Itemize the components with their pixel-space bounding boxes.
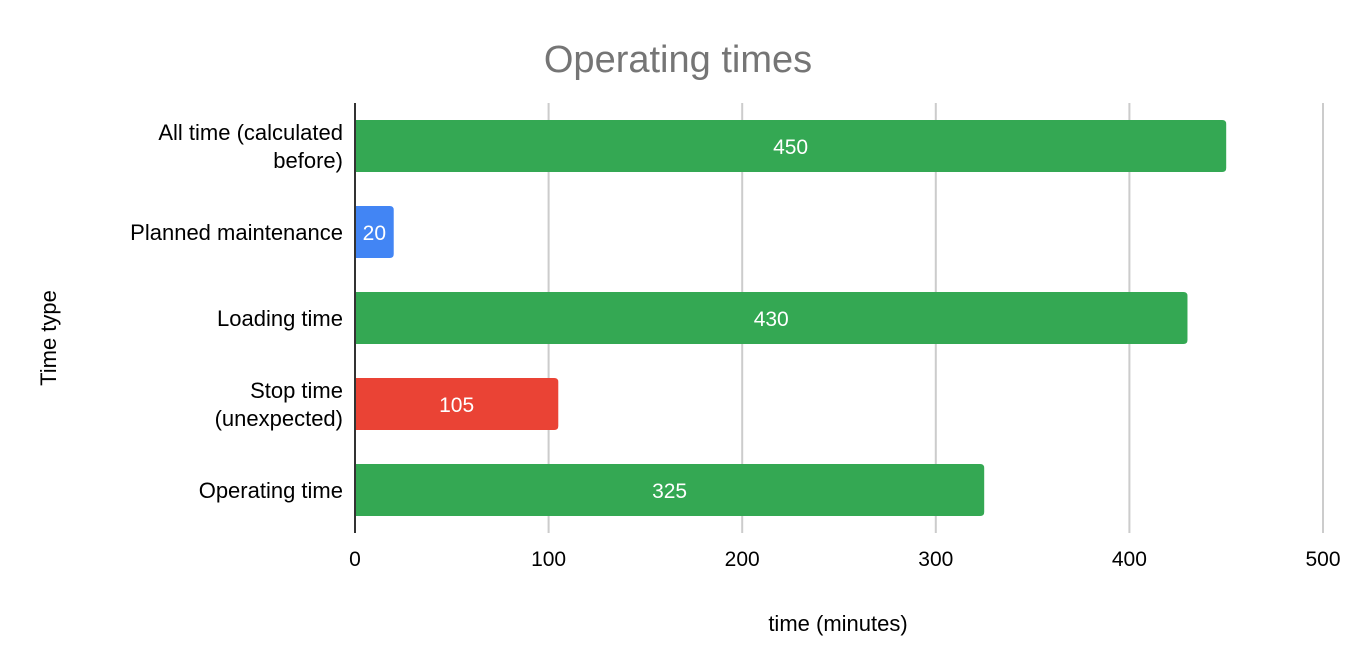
x-tick-label: 100 <box>531 548 566 571</box>
category-label: Operating time <box>199 478 343 503</box>
data-label: 105 <box>439 394 474 417</box>
x-tick-label: 200 <box>725 548 760 571</box>
bar <box>355 378 559 430</box>
y-axis-title: Time type <box>36 290 61 386</box>
chart-title: Operating times <box>544 39 812 81</box>
bars <box>355 120 1227 516</box>
category-label: Loading time <box>217 306 343 331</box>
category-label: Stop time (unexpected) <box>215 378 343 431</box>
bar <box>355 206 394 258</box>
category-label: Planned maintenance <box>130 220 343 245</box>
category-label: All time (calculated before) <box>158 120 343 173</box>
x-tick-label: 300 <box>918 548 953 571</box>
data-label: 20 <box>363 222 386 245</box>
bar <box>355 120 1227 172</box>
data-label: 430 <box>754 308 789 331</box>
bar <box>355 464 985 516</box>
x-tick-label: 500 <box>1305 548 1340 571</box>
labels: Operating times time (minutes) Time type… <box>36 39 1341 636</box>
x-axis-title: time (minutes) <box>768 611 907 636</box>
data-label: 325 <box>652 480 687 503</box>
bar <box>355 292 1188 344</box>
x-tick-label: 0 <box>349 548 361 571</box>
x-tick-label: 400 <box>1112 548 1147 571</box>
data-label: 450 <box>773 136 808 159</box>
